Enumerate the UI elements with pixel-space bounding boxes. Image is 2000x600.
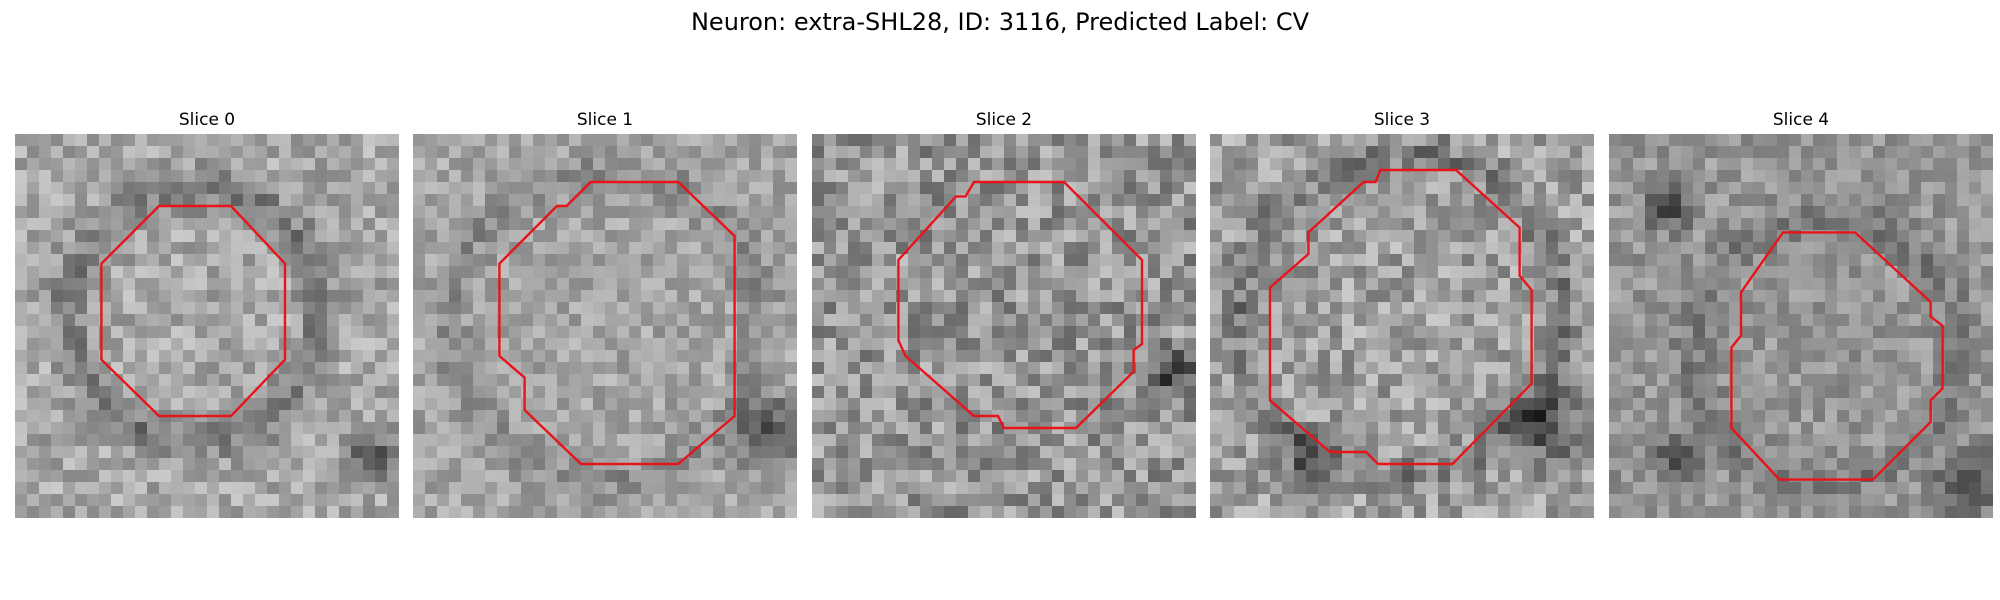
grayscale-pixels bbox=[1210, 134, 1594, 518]
slice-title: Slice 2 bbox=[975, 110, 1033, 130]
slice-title: Slice 3 bbox=[1373, 110, 1431, 130]
slice-title: Slice 1 bbox=[576, 110, 634, 130]
slice-panel-3: Slice 3 bbox=[1210, 110, 1594, 518]
grayscale-pixels bbox=[812, 134, 1196, 518]
roi-contour bbox=[1730, 231, 1944, 481]
slice-image bbox=[15, 134, 399, 518]
slice-title: Slice 4 bbox=[1772, 110, 1830, 130]
grayscale-pixels bbox=[413, 134, 797, 518]
roi-contour bbox=[897, 180, 1144, 430]
slice-title: Slice 0 bbox=[178, 110, 236, 130]
roi-contour bbox=[1268, 168, 1533, 466]
slice-panel-1: Slice 1 bbox=[413, 110, 797, 518]
slice-image bbox=[1210, 134, 1594, 518]
slice-image bbox=[413, 134, 797, 518]
grayscale-pixels bbox=[15, 134, 399, 518]
slice-panel-4: Slice 4 bbox=[1609, 110, 1993, 518]
roi-contour bbox=[100, 204, 287, 418]
slice-image bbox=[1609, 134, 1993, 518]
figure-title: Neuron: extra-SHL28, ID: 3116, Predicted… bbox=[690, 8, 1310, 36]
slice-panel-2: Slice 2 bbox=[812, 110, 1196, 518]
grayscale-pixels bbox=[1609, 134, 1993, 518]
roi-contour bbox=[498, 180, 736, 466]
slice-panel-0: Slice 0 bbox=[15, 110, 399, 518]
slice-image bbox=[812, 134, 1196, 518]
